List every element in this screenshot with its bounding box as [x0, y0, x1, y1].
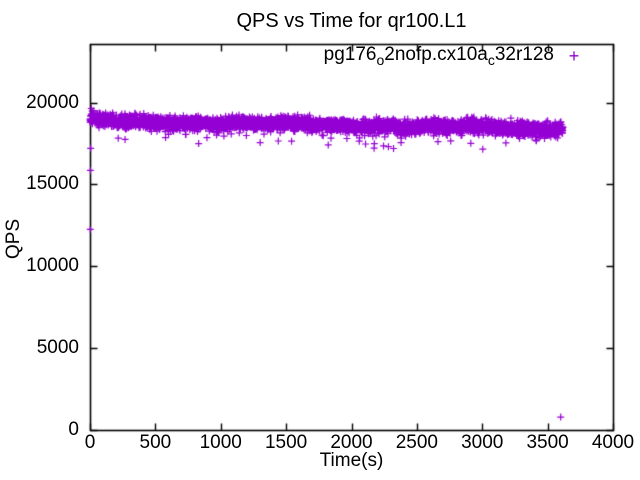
- x-axis-title: Time(s): [319, 450, 384, 471]
- y-axis-title: QPS: [3, 218, 24, 260]
- legend-label-subscript: o: [376, 51, 385, 68]
- y-tick-label: 20000: [26, 91, 79, 113]
- legend-entry: pg176o2nofp.cx10ac32r128: [323, 44, 554, 68]
- legend-label-text: pg176: [323, 44, 377, 65]
- y-tick-label: 5000: [36, 337, 79, 359]
- legend-series-label: pg176o2nofp.cx10ac32r128: [323, 44, 554, 68]
- x-tick-label: 1000: [199, 432, 242, 453]
- chart-title: QPS vs Time for qr100.L1: [236, 10, 467, 32]
- legend-label-subscript: c: [487, 51, 495, 68]
- y-tick-label: 15000: [26, 173, 79, 195]
- x-tick-label: 2000: [330, 432, 373, 453]
- x-tick-label: 3500: [526, 432, 569, 453]
- x-tick-label: 500: [139, 432, 172, 453]
- x-tick-label: 4000: [591, 432, 635, 453]
- legend-label-text: 32r128: [494, 44, 554, 65]
- legend-label-text: 2nofp.cx10a: [384, 44, 488, 65]
- x-tick-label: 2500: [395, 432, 439, 453]
- x-tick-label: 3000: [461, 432, 504, 453]
- y-tick-label: 0: [68, 419, 79, 440]
- x-tick-label: 1500: [264, 432, 308, 453]
- x-tick-label: 0: [84, 432, 96, 453]
- legend-plus-marker: +: [568, 46, 580, 66]
- y-tick-label: 10000: [26, 255, 79, 277]
